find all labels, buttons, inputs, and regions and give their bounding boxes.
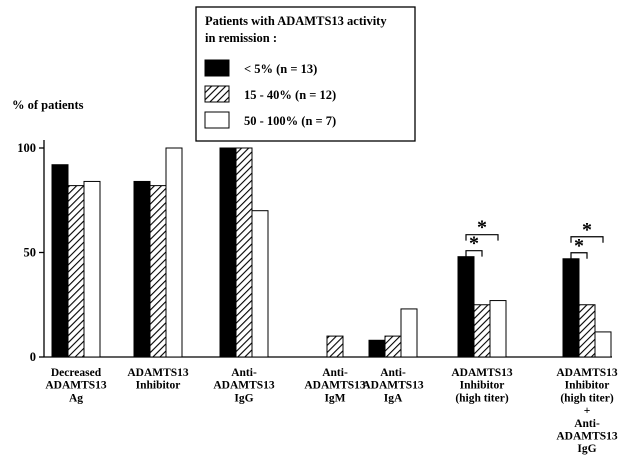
category-label-2: ADAMTS13 Inhibitor [127,367,189,392]
bar-series-1-cat-5 [368,339,386,358]
legend-label-series-1: < 5% (n = 13) [244,62,317,76]
bar-series-1-cat-6 [457,256,475,358]
bar-series-3-cat-7 [594,331,612,358]
legend: Patients with ADAMTS13 activity in remis… [195,6,416,142]
significance-bracket [570,236,604,243]
legend-title-line-1: Patients with ADAMTS13 activity [205,14,387,28]
bar-series-2-cat-2 [149,185,167,358]
significance-bracket [465,234,499,241]
legend-swatch-hatched [204,85,230,103]
legend-label-series-2: 15 - 40% (n = 12) [244,88,336,102]
bar-series-3-cat-3 [251,210,269,358]
legend-label-series-3: 50 - 100% (n = 7) [244,114,336,128]
category-label-1: Decreased ADAMTS13 Ag [45,367,107,404]
significance-markers: **** [465,217,604,259]
bar-series-1-cat-3 [219,147,237,358]
y-tick-label: 50 [24,246,37,260]
bar-series-2-cat-4 [326,335,344,358]
legend-title-line-2: in remission : [205,31,277,45]
bar-series-1-cat-1 [51,164,69,358]
legend-swatch-solid [204,59,230,77]
bar-series-2-cat-1 [67,185,85,358]
category-label-3: Anti-ADAMTS13 IgG [213,367,275,404]
significance-star: * [574,235,584,257]
y-tick-label: 100 [17,141,36,155]
bar-series-3-cat-2 [165,147,183,358]
legend-swatch-white [204,111,230,129]
bar-series-3-cat-1 [83,180,101,358]
significance-star: * [477,217,487,239]
category-label-4: Anti-ADAMTS13 IgM [304,367,366,404]
significance-bracket [465,250,483,257]
bar-series-3-cat-5 [400,308,418,358]
legend-box [195,6,416,142]
y-axis-label: % of patients [12,98,84,112]
category-labels: Decreased ADAMTS13 Ag ADAMTS13 Inhibitor Anti… [45,367,618,455]
category-label-6: ADAMTS13 Inhibitor (high titer) [451,367,513,404]
bar-series-2-cat-6 [473,304,491,358]
bar-series-1-cat-7 [562,258,580,358]
bar-series-2-cat-3 [235,147,253,358]
bar-series-1-cat-2 [133,180,151,358]
bar-series-3-cat-6 [489,300,507,358]
axes: 0 50 100 [17,140,612,364]
category-label-7: ADAMTS13 Inhibitor (high titer) + Anti-ADAMT… [556,367,618,455]
bars [51,147,612,358]
y-tick-label: 0 [30,350,36,364]
significance-bracket [570,252,588,259]
category-label-5: Anti-ADAMTS13 IgA [362,367,424,404]
significance-star: * [582,219,592,241]
bar-series-2-cat-7 [578,304,596,358]
significance-star: * [469,233,479,255]
bar-series-2-cat-5 [384,335,402,358]
